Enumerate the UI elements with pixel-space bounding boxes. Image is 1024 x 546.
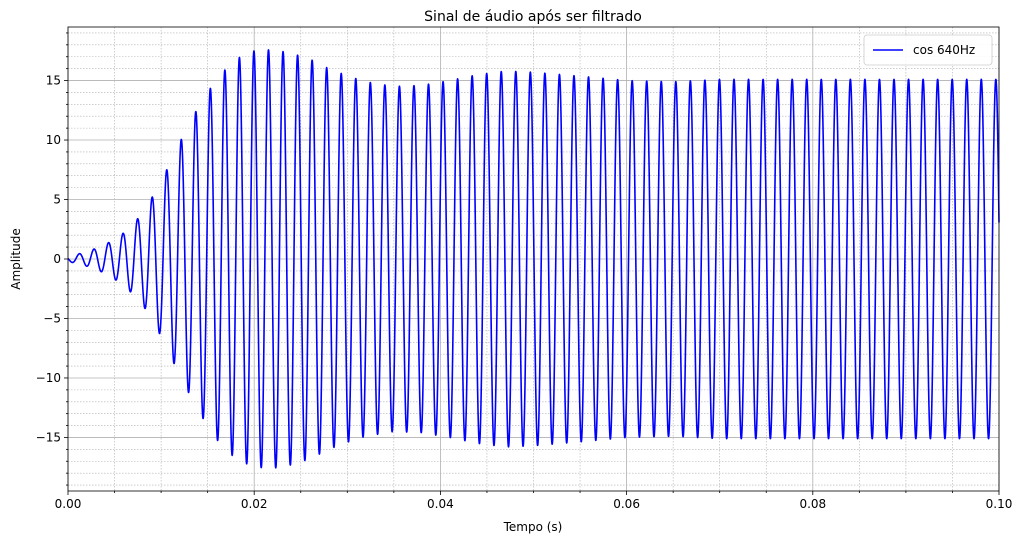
x-tick-label: 0.08 bbox=[799, 497, 826, 511]
chart-title: Sinal de áudio após ser filtrado bbox=[424, 9, 642, 25]
x-axis-label: Tempo (s) bbox=[503, 520, 563, 534]
y-tick-label: 15 bbox=[46, 74, 61, 88]
axis-ticks: 0.00 0.02 0.04 0.06 0.08 0.10 −15 −10 −5 0 5 10 15 bbox=[36, 32, 1013, 511]
y-tick-label: −5 bbox=[43, 311, 61, 325]
y-tick-label: −15 bbox=[36, 430, 61, 444]
x-tick-label: 0.06 bbox=[613, 497, 640, 511]
y-tick-label: −10 bbox=[36, 371, 61, 385]
plot-area bbox=[67, 49, 1000, 469]
x-tick-label: 0.02 bbox=[241, 497, 268, 511]
y-axis-label: Amplitude bbox=[9, 228, 23, 290]
y-tick-label: 10 bbox=[46, 133, 61, 147]
series-line-0 bbox=[67, 49, 1000, 469]
x-tick-label: 0.10 bbox=[986, 497, 1013, 511]
y-tick-label: 0 bbox=[53, 252, 61, 266]
y-tick-label: 5 bbox=[53, 193, 61, 207]
legend-box bbox=[863, 34, 993, 66]
legend-label: cos 640Hz bbox=[913, 43, 975, 57]
x-tick-label: 0.00 bbox=[55, 497, 82, 511]
legend: cos 640Hz bbox=[863, 34, 993, 66]
x-tick-label: 0.04 bbox=[427, 497, 454, 511]
